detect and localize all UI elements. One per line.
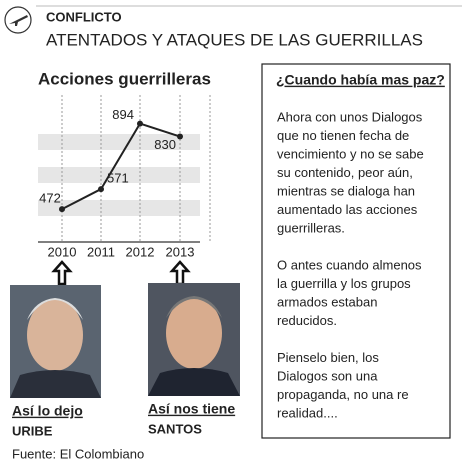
sidebar-text: propaganda, no una re bbox=[277, 387, 409, 402]
sidebar-text: Ahora con unos Dialogos bbox=[277, 109, 423, 124]
sidebar-text: guerrilleras. bbox=[277, 220, 345, 235]
sidebar-text: realidad.... bbox=[277, 405, 338, 420]
point bbox=[177, 133, 183, 140]
chart-title: Acciones guerrilleras bbox=[38, 69, 211, 88]
value-label: 830 bbox=[154, 137, 176, 152]
band bbox=[38, 167, 200, 183]
sidebar-text: la guerrilla y los grupos bbox=[277, 276, 411, 291]
sidebar-text: armados estaban bbox=[277, 294, 377, 309]
x-tick-label: 2012 bbox=[126, 244, 155, 259]
arrow bbox=[51, 260, 73, 286]
x-tick-label: 2011 bbox=[87, 244, 115, 259]
sidebar-text: Dialogos son una bbox=[277, 368, 378, 383]
kicker: CONFLICTO bbox=[46, 9, 122, 24]
sidebar-text: Pienselo bien, los bbox=[277, 350, 379, 365]
x-tick-label: 2013 bbox=[166, 244, 195, 259]
point bbox=[137, 120, 143, 127]
rifle-icon bbox=[9, 15, 28, 26]
sidebar-text: O antes cuando almenos bbox=[277, 257, 422, 272]
band bbox=[38, 134, 200, 150]
photo bbox=[10, 285, 101, 398]
sidebar-text: que no tienen fecha de bbox=[277, 128, 409, 143]
point bbox=[59, 206, 65, 213]
value-label: 472 bbox=[39, 191, 61, 206]
sidebar-text: vencimiento y no se sabe bbox=[277, 146, 424, 161]
x-tick-label: 2010 bbox=[48, 244, 77, 259]
line bbox=[61, 122, 181, 211]
sidebar-text: aumentado las acciones bbox=[277, 202, 418, 217]
sidebar-title: ¿Cuando había mas paz? bbox=[276, 72, 445, 88]
caption-label: Así nos tiene bbox=[148, 401, 235, 417]
caption-name: SANTOS bbox=[148, 421, 202, 436]
band bbox=[38, 200, 200, 216]
arrow bbox=[169, 260, 191, 286]
sidebar-text: su contenido, peor aún, bbox=[277, 165, 413, 180]
photo bbox=[148, 283, 240, 396]
caption-label: Así lo dejo bbox=[12, 403, 83, 419]
icon bbox=[4, 6, 32, 34]
value-label: 571 bbox=[107, 171, 129, 186]
point bbox=[98, 186, 104, 193]
value-label: 894 bbox=[112, 107, 134, 122]
caption-name: URIBE bbox=[12, 423, 53, 438]
sidebar-box bbox=[261, 63, 451, 439]
header-title: ATENTADOS Y ATAQUES DE LAS GUERRILLAS bbox=[46, 30, 423, 49]
source: Fuente: El Colombiano bbox=[12, 446, 144, 461]
sidebar-text: mientras se dialoga han bbox=[277, 183, 415, 198]
sidebar-text: reducidos. bbox=[277, 313, 337, 328]
